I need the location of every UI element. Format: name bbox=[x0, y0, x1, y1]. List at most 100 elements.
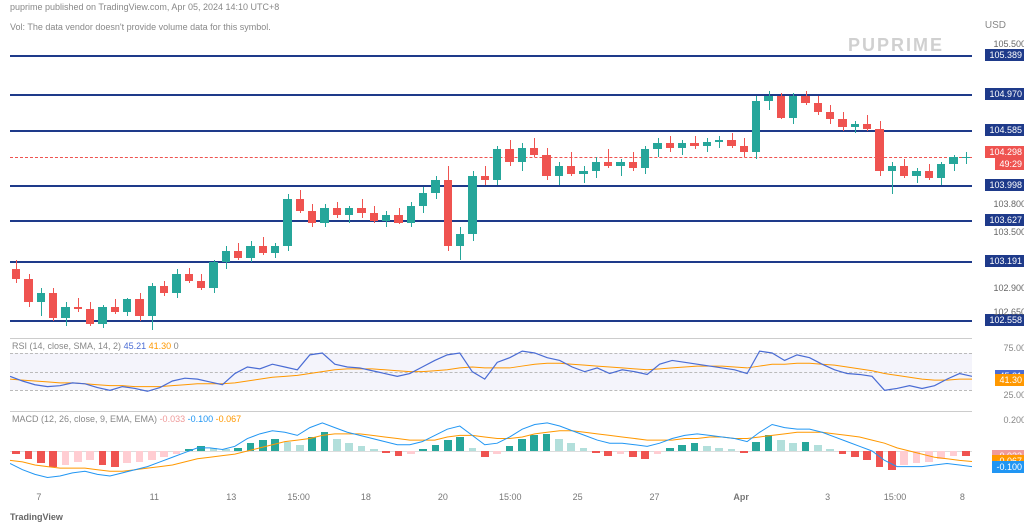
candle-body[interactable] bbox=[912, 171, 921, 176]
price-level-label: 103.191 bbox=[985, 255, 1024, 267]
candle-body[interactable] bbox=[678, 143, 687, 148]
candle-body[interactable] bbox=[715, 140, 724, 142]
price-level-label: 105.389 bbox=[985, 49, 1024, 61]
rsi-panel[interactable]: RSI (14, close, SMA, 14, 2) 45.21 41.30 … bbox=[10, 338, 972, 408]
candle-body[interactable] bbox=[863, 124, 872, 129]
candle-body[interactable] bbox=[505, 149, 514, 161]
candle-body[interactable] bbox=[444, 180, 453, 246]
candle-body[interactable] bbox=[394, 215, 403, 223]
candle-body[interactable] bbox=[160, 286, 169, 293]
candle-body[interactable] bbox=[222, 251, 231, 262]
candle-body[interactable] bbox=[777, 96, 786, 118]
candle-body[interactable] bbox=[838, 119, 847, 127]
candle-body[interactable] bbox=[283, 199, 292, 246]
candle-body[interactable] bbox=[530, 148, 539, 156]
rsi-ytick: 75.00 bbox=[1003, 343, 1024, 353]
candle-body[interactable] bbox=[937, 164, 946, 177]
current-price-label: 104.298 bbox=[985, 146, 1024, 158]
candle-body[interactable] bbox=[888, 166, 897, 171]
x-axis-tick: 11 bbox=[150, 492, 159, 502]
candle-body[interactable] bbox=[740, 146, 749, 153]
candle-body[interactable] bbox=[61, 307, 70, 318]
candle-body[interactable] bbox=[185, 274, 194, 281]
candle-body[interactable] bbox=[320, 208, 329, 222]
candle-body[interactable] bbox=[493, 149, 502, 180]
candle-body[interactable] bbox=[789, 96, 798, 118]
candle-body[interactable] bbox=[98, 307, 107, 324]
candle-body[interactable] bbox=[555, 166, 564, 175]
currency-label: USD bbox=[985, 20, 1006, 31]
candle-body[interactable] bbox=[875, 129, 884, 171]
candle-body[interactable] bbox=[801, 96, 810, 103]
candle-body[interactable] bbox=[949, 157, 958, 165]
candle-body[interactable] bbox=[468, 176, 477, 234]
candle-body[interactable] bbox=[431, 180, 440, 192]
candle-body[interactable] bbox=[703, 142, 712, 146]
x-axis-tick: 3 bbox=[825, 492, 830, 502]
x-axis-tick: 20 bbox=[438, 492, 448, 502]
candle-body[interactable] bbox=[542, 155, 551, 176]
x-axis-tick: 13 bbox=[226, 492, 236, 502]
candle-body[interactable] bbox=[764, 96, 773, 101]
candle-body[interactable] bbox=[641, 149, 650, 168]
candle-body[interactable] bbox=[12, 269, 21, 278]
tradingview-logo[interactable]: TradingView bbox=[10, 512, 63, 522]
candle-body[interactable] bbox=[123, 299, 132, 311]
price-chart-panel[interactable]: 105.389104.970104.585103.998103.627103.1… bbox=[10, 35, 972, 335]
candle-body[interactable] bbox=[567, 166, 576, 174]
candle-body[interactable] bbox=[900, 166, 909, 175]
candle-body[interactable] bbox=[246, 246, 255, 258]
candle-body[interactable] bbox=[962, 157, 971, 158]
candle-wick bbox=[584, 166, 585, 183]
candle-body[interactable] bbox=[826, 112, 835, 120]
candle-body[interactable] bbox=[296, 199, 305, 211]
candle-body[interactable] bbox=[197, 281, 206, 289]
y-axis-tick: 102.650 bbox=[993, 307, 1024, 317]
candle-body[interactable] bbox=[690, 143, 699, 146]
candle-body[interactable] bbox=[111, 307, 120, 312]
candle-body[interactable] bbox=[925, 171, 934, 178]
candle-body[interactable] bbox=[357, 208, 366, 213]
candle-body[interactable] bbox=[851, 124, 860, 127]
candle-body[interactable] bbox=[407, 206, 416, 223]
candle-body[interactable] bbox=[752, 101, 761, 153]
candle-body[interactable] bbox=[666, 143, 675, 148]
candle-body[interactable] bbox=[259, 246, 268, 253]
support-resistance-line bbox=[10, 185, 972, 187]
candle-body[interactable] bbox=[518, 148, 527, 162]
candle-body[interactable] bbox=[370, 213, 379, 221]
candle-body[interactable] bbox=[382, 215, 391, 221]
candle-wick bbox=[719, 136, 720, 147]
price-level-label: 103.627 bbox=[985, 214, 1024, 226]
candle-body[interactable] bbox=[814, 103, 823, 112]
macd-panel[interactable]: MACD (12, 26, close, 9, EMA, EMA) -0.033… bbox=[10, 411, 972, 489]
candle-body[interactable] bbox=[592, 162, 601, 171]
candle-body[interactable] bbox=[419, 193, 428, 206]
candle-body[interactable] bbox=[37, 293, 46, 302]
candle-body[interactable] bbox=[49, 293, 58, 318]
candle-body[interactable] bbox=[135, 299, 144, 316]
candle-body[interactable] bbox=[172, 274, 181, 293]
candle-body[interactable] bbox=[74, 307, 83, 309]
candle-body[interactable] bbox=[456, 234, 465, 246]
x-axis-tick: 7 bbox=[36, 492, 41, 502]
candle-body[interactable] bbox=[629, 162, 638, 169]
candle-body[interactable] bbox=[234, 251, 243, 259]
candle-body[interactable] bbox=[345, 208, 354, 215]
candle-body[interactable] bbox=[24, 279, 33, 302]
support-resistance-line bbox=[10, 220, 972, 222]
candle-body[interactable] bbox=[653, 143, 662, 150]
candle-body[interactable] bbox=[148, 286, 157, 316]
candle-body[interactable] bbox=[727, 140, 736, 146]
candle-body[interactable] bbox=[579, 171, 588, 174]
price-level-label: 104.585 bbox=[985, 124, 1024, 136]
candle-body[interactable] bbox=[604, 162, 613, 167]
candle-body[interactable] bbox=[333, 208, 342, 215]
support-resistance-line bbox=[10, 261, 972, 263]
candle-body[interactable] bbox=[616, 162, 625, 167]
candle-body[interactable] bbox=[86, 309, 95, 324]
candle-body[interactable] bbox=[209, 262, 218, 288]
candle-body[interactable] bbox=[481, 176, 490, 181]
candle-body[interactable] bbox=[308, 211, 317, 222]
candle-body[interactable] bbox=[271, 246, 280, 253]
